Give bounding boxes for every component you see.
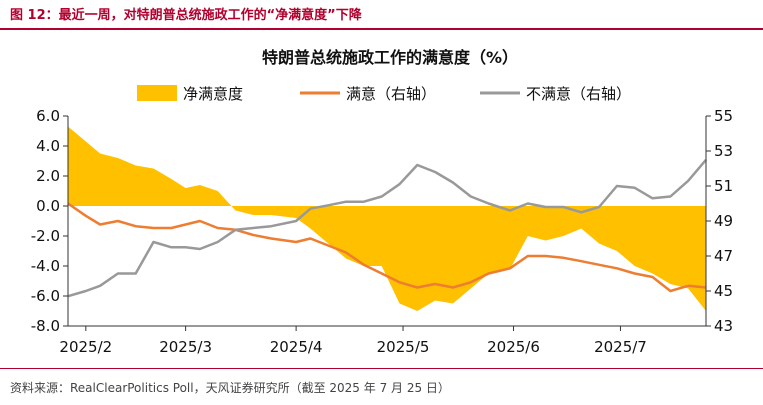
dissatisfied-line (67, 158, 707, 298)
legend-label: 满意（右轴） (346, 85, 436, 103)
figure-caption: 图 12：最近一周，对特朗普总统施政工作的“净满意度”下降 (10, 8, 362, 23)
legend-swatch-net (137, 85, 177, 101)
left-tick-label: -8.0 (31, 317, 60, 335)
right-tick-label: 47 (714, 247, 733, 265)
chart: 特朗普总统施政工作的满意度（%） 净满意度 满意（右轴） 不满意（右轴） 6.0 4.… (31, 48, 733, 356)
left-tick-label: 2.0 (36, 167, 60, 185)
net-approval-area (68, 126, 706, 311)
right-tick-label: 51 (714, 177, 733, 195)
right-tick-label: 43 (714, 317, 733, 335)
plot-area (67, 126, 707, 311)
satisfied-line (67, 202, 707, 293)
legend-label: 净满意度 (183, 85, 243, 103)
legend: 净满意度 满意（右轴） 不满意（右轴） (137, 85, 631, 103)
right-tick-label: 45 (714, 282, 733, 300)
x-tick-label: 2025/5 (377, 338, 430, 356)
right-tick-label: 55 (714, 107, 733, 125)
x-tick-label: 2025/2 (59, 338, 112, 356)
x-tick-label: 2025/7 (594, 338, 647, 356)
right-tick-label: 49 (714, 212, 733, 230)
legend-label: 不满意（右轴） (526, 85, 631, 103)
x-tick-label: 2025/6 (487, 338, 540, 356)
source-note: 资料来源：RealClearPolitics Poll，天风证券研究所（截至 2… (10, 381, 450, 395)
left-tick-label: -2.0 (31, 227, 60, 245)
left-tick-label: 4.0 (36, 137, 60, 155)
left-tick-label: 0.0 (36, 197, 60, 215)
caption-rule (0, 28, 763, 30)
right-tick-label: 53 (714, 142, 733, 160)
left-tick-label: 6.0 (36, 107, 60, 125)
left-tick-label: -4.0 (31, 257, 60, 275)
chart-title: 特朗普总统施政工作的满意度（%） (262, 48, 518, 67)
source-rule (0, 368, 763, 369)
axes: 6.0 4.0 2.0 0.0 -2.0 -4.0 -6.0 -8.0 55 53 51 49 47 45… (31, 107, 733, 356)
x-tick-label: 2025/4 (270, 338, 323, 356)
left-tick-label: -6.0 (31, 287, 60, 305)
x-tick-label: 2025/3 (159, 338, 212, 356)
